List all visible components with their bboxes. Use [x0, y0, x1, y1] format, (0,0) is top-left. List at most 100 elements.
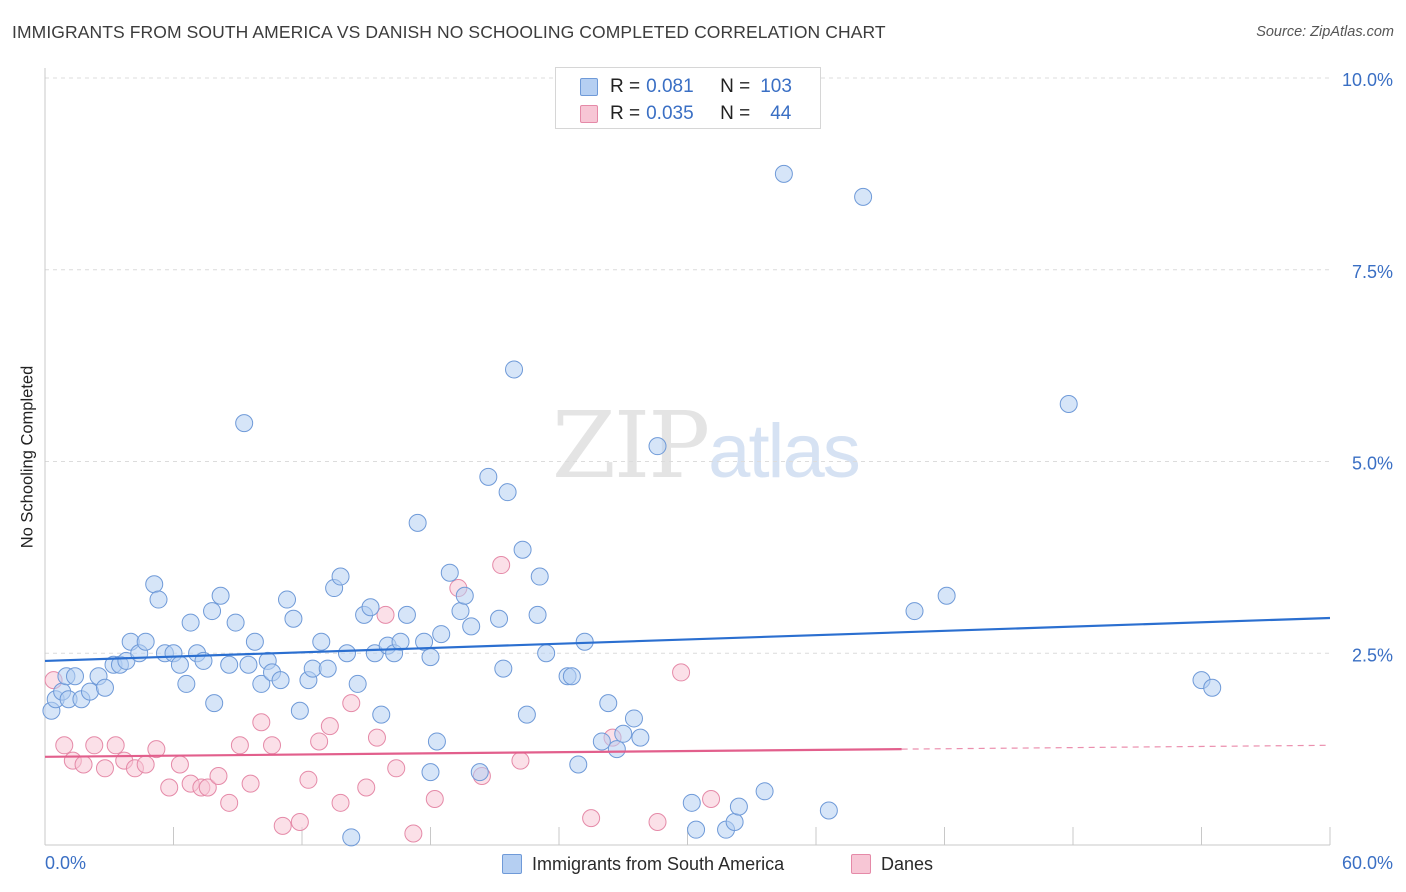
immigrants-point	[226, 613, 245, 632]
danes-trend-line-extension	[901, 744, 1331, 750]
danes-point	[648, 812, 667, 831]
danes-point	[273, 816, 292, 835]
immigrants-point	[427, 732, 446, 751]
danes-points	[44, 556, 721, 843]
immigrants-point	[303, 659, 322, 678]
danes-point	[55, 736, 74, 755]
immigrants-points	[42, 164, 1222, 847]
immigrants-point	[687, 820, 706, 839]
danes-point	[290, 812, 309, 831]
immigrants-point	[648, 437, 667, 456]
immigrants-point	[252, 674, 271, 693]
immigrants-trend-line	[44, 616, 1331, 663]
immigrants-point	[391, 632, 410, 651]
danes-point	[492, 556, 511, 575]
immigrants-point	[290, 701, 309, 720]
y-axis-label: No Schooling Completed	[18, 365, 37, 549]
immigrants-point	[145, 575, 164, 594]
danes-point	[320, 717, 339, 736]
immigrants-point	[440, 563, 459, 582]
immigrants-point	[177, 674, 196, 693]
danes-point	[310, 732, 329, 751]
trend-lines	[44, 616, 1331, 758]
grid-lines	[45, 77, 1330, 654]
danes-point	[170, 755, 189, 774]
immigrants-point	[505, 360, 524, 379]
immigrants-point	[372, 705, 391, 724]
immigrants-point	[614, 724, 633, 743]
immigrants-point	[205, 694, 224, 713]
immigrants-point	[432, 625, 451, 644]
y-tick-label: 10.0%	[1342, 70, 1393, 90]
danes-point	[160, 778, 179, 797]
danes-point	[147, 740, 166, 759]
legend-n-value: 44	[770, 103, 792, 124]
axes	[44, 68, 1331, 846]
immigrants-point	[361, 598, 380, 617]
danes-point	[106, 736, 125, 755]
legend-n-label: N =	[720, 103, 751, 124]
immigrants-point	[1203, 678, 1222, 697]
legend-r-value: 0.035	[646, 103, 694, 124]
immigrants-point	[239, 655, 258, 674]
x-tick-label: 0.0%	[45, 853, 86, 873]
watermark-atlas: atlas	[708, 409, 861, 494]
legend-swatch-blue	[580, 78, 598, 96]
bottom-swatch-pink	[851, 854, 871, 874]
watermark-zip: ZIP	[552, 392, 710, 499]
immigrants-point	[624, 709, 643, 728]
legend-r-value: 0.081	[646, 76, 694, 97]
immigrants-point	[607, 740, 626, 759]
immigrants-point	[278, 590, 297, 609]
immigrants-point	[528, 605, 547, 624]
danes-point	[299, 770, 318, 789]
immigrants-point	[494, 659, 513, 678]
danes-point	[220, 793, 239, 812]
immigrants-point	[348, 674, 367, 693]
immigrants-point	[905, 602, 924, 621]
danes-point	[95, 759, 114, 778]
bottom-legend-label: Immigrants from South America	[532, 853, 785, 874]
bottom-swatch-blue	[502, 854, 522, 874]
immigrants-point	[455, 586, 474, 605]
immigrants-point	[729, 797, 748, 816]
y-tick-label: 7.5%	[1352, 262, 1393, 282]
correlation-legend: R = 0.081 N = 103 R = 0.035 N = 44	[555, 67, 821, 129]
danes-point	[74, 755, 93, 774]
danes-point	[263, 736, 282, 755]
legend-r-label: R =	[610, 76, 641, 97]
immigrants-point	[774, 164, 793, 183]
immigrants-point	[181, 613, 200, 632]
bottom-legend-immigrants: Immigrants from South America	[502, 851, 784, 877]
immigrants-point	[819, 801, 838, 820]
immigrants-point	[415, 632, 434, 651]
x-tick-label: 60.0%	[1342, 853, 1393, 873]
immigrants-point	[203, 602, 222, 621]
immigrants-point	[631, 728, 650, 747]
immigrants-point	[462, 617, 481, 636]
danes-trend-line	[44, 748, 902, 758]
danes-point	[198, 778, 217, 797]
immigrants-point	[498, 483, 517, 502]
immigrants-point	[569, 755, 588, 774]
danes-point	[357, 778, 376, 797]
immigrants-point	[397, 605, 416, 624]
immigrants-point	[408, 513, 427, 532]
immigrants-point	[530, 567, 549, 586]
immigrants-point	[479, 467, 498, 486]
immigrants-point	[211, 586, 230, 605]
immigrants-point	[337, 644, 356, 663]
legend-row-immigrants: R = 0.081 N = 103	[580, 75, 792, 99]
immigrants-point	[470, 763, 489, 782]
immigrants-point	[490, 609, 509, 628]
danes-point	[582, 809, 601, 828]
immigrants-point	[421, 763, 440, 782]
immigrants-point	[318, 659, 337, 678]
danes-point	[331, 793, 350, 812]
legend-swatch-pink	[580, 105, 598, 123]
danes-point	[230, 736, 249, 755]
danes-point	[672, 663, 691, 682]
danes-point	[425, 789, 444, 808]
danes-point	[136, 755, 155, 774]
immigrants-point	[592, 732, 611, 751]
